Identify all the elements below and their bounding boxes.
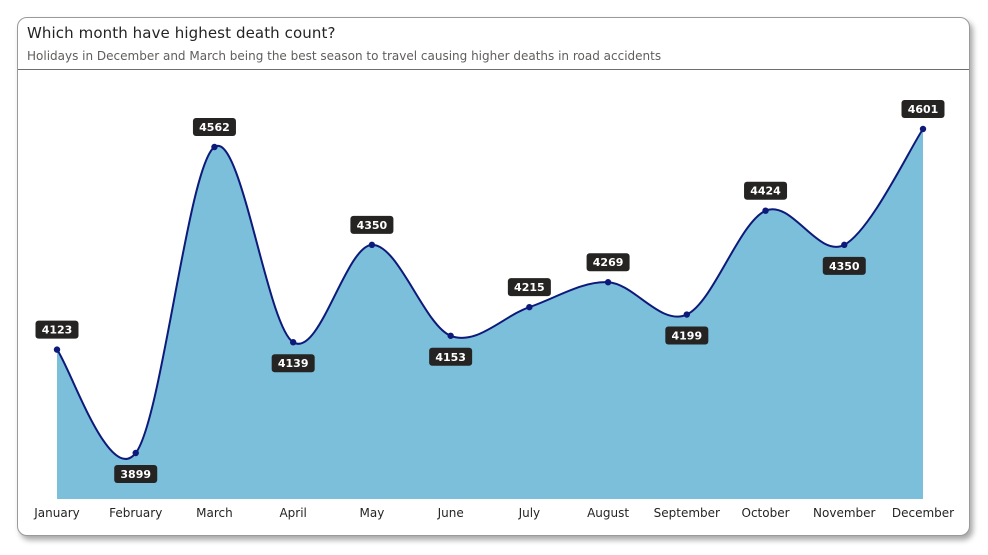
x-tick-label: August bbox=[587, 506, 629, 520]
x-tick-label: December bbox=[892, 506, 954, 520]
series-area bbox=[57, 129, 923, 499]
data-point-marker[interactable] bbox=[53, 346, 61, 353]
x-tick-label: July bbox=[518, 506, 541, 520]
data-label-bg bbox=[429, 347, 473, 366]
chart-header: Which month have highest death count? Ho… bbox=[18, 18, 969, 70]
data-label-bg bbox=[665, 326, 709, 345]
data-label-text: 4215 bbox=[514, 281, 545, 294]
data-point-marker[interactable] bbox=[919, 125, 927, 133]
data-label-bg bbox=[901, 100, 945, 118]
data-label: 4424 bbox=[744, 181, 788, 200]
data-label-text: 4350 bbox=[357, 219, 388, 232]
data-label: 4123 bbox=[35, 320, 79, 339]
data-label-text: 4199 bbox=[672, 330, 703, 343]
data-label: 4562 bbox=[192, 118, 236, 136]
data-label: 4153 bbox=[429, 347, 473, 366]
data-point-marker[interactable] bbox=[132, 449, 139, 457]
x-tick-label: January bbox=[33, 506, 80, 520]
data-label: 4350 bbox=[822, 256, 866, 275]
data-label: 4350 bbox=[350, 215, 394, 234]
x-tick-label: October bbox=[742, 506, 790, 520]
data-point-marker[interactable] bbox=[683, 311, 691, 318]
data-point-marker[interactable] bbox=[841, 241, 848, 249]
data-label: 3899 bbox=[114, 465, 158, 483]
x-tick-label: November bbox=[813, 506, 875, 520]
data-label-bg bbox=[35, 320, 79, 339]
chart-title: Which month have highest death count? bbox=[27, 24, 336, 42]
data-label-bg bbox=[350, 215, 394, 234]
x-tick-label: May bbox=[360, 506, 385, 520]
data-label-bg bbox=[822, 256, 866, 275]
data-label-bg bbox=[114, 465, 158, 483]
data-label: 4601 bbox=[901, 100, 945, 118]
data-label-bg bbox=[192, 118, 236, 136]
data-point-marker[interactable] bbox=[368, 241, 376, 249]
data-label-bg bbox=[271, 354, 315, 373]
data-point-marker[interactable] bbox=[604, 279, 612, 286]
data-label-text: 4123 bbox=[42, 324, 73, 337]
data-label-bg bbox=[507, 278, 551, 297]
chart-subtitle: Holidays in December and March being the… bbox=[27, 49, 662, 63]
x-tick-label: June bbox=[437, 506, 464, 520]
data-point-marker[interactable] bbox=[447, 332, 454, 339]
data-label-text: 3899 bbox=[120, 468, 151, 481]
data-label-text: 4153 bbox=[435, 351, 466, 364]
x-tick-label: March bbox=[196, 506, 233, 520]
data-label-text: 4139 bbox=[278, 357, 309, 370]
data-point-marker[interactable] bbox=[289, 339, 297, 346]
data-label-text: 4424 bbox=[750, 185, 781, 198]
data-label-layer: 4123 3899 4562 4139 4350 4153 4215 4269 4199 4424… bbox=[35, 100, 945, 483]
x-tick-label: September bbox=[654, 506, 720, 520]
data-label: 4199 bbox=[665, 326, 709, 345]
data-label-text: 4601 bbox=[908, 103, 939, 116]
data-point-marker[interactable] bbox=[211, 143, 218, 151]
marker-layer bbox=[53, 125, 927, 457]
x-tick-label: April bbox=[279, 506, 306, 520]
x-tick-label: February bbox=[109, 506, 162, 520]
data-label-text: 4350 bbox=[829, 260, 860, 273]
data-label: 4269 bbox=[586, 253, 630, 272]
data-point-marker[interactable] bbox=[526, 303, 533, 311]
data-label-text: 4562 bbox=[199, 121, 230, 134]
data-point-marker[interactable] bbox=[762, 207, 769, 214]
data-label-bg bbox=[744, 181, 788, 200]
data-label: 4139 bbox=[271, 354, 315, 373]
data-label-bg bbox=[586, 253, 630, 272]
data-label-text: 4269 bbox=[593, 256, 624, 269]
area-layer bbox=[57, 129, 923, 499]
x-axis: January February March April May June July Augu… bbox=[33, 506, 954, 520]
data-label: 4215 bbox=[507, 278, 551, 297]
